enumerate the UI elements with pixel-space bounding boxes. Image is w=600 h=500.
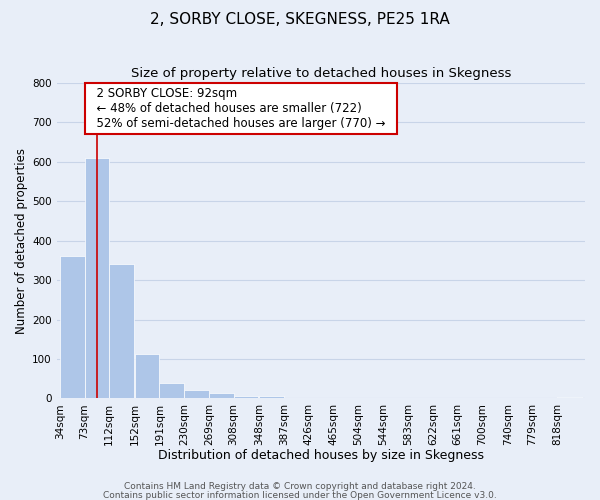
Y-axis label: Number of detached properties: Number of detached properties	[15, 148, 28, 334]
Text: Contains HM Land Registry data © Crown copyright and database right 2024.: Contains HM Land Registry data © Crown c…	[124, 482, 476, 491]
Bar	[557, 397, 582, 398]
Bar	[109, 264, 134, 398]
Bar	[160, 382, 184, 398]
Text: Contains public sector information licensed under the Open Government Licence v3: Contains public sector information licen…	[103, 490, 497, 500]
Text: 2, SORBY CLOSE, SKEGNESS, PE25 1RA: 2, SORBY CLOSE, SKEGNESS, PE25 1RA	[150, 12, 450, 28]
Bar	[184, 390, 209, 398]
Bar	[259, 396, 284, 398]
Text: 2 SORBY CLOSE: 92sqm  
  ← 48% of detached houses are smaller (722)  
  52% of s: 2 SORBY CLOSE: 92sqm ← 48% of detached h…	[89, 87, 393, 130]
Bar	[209, 393, 233, 398]
X-axis label: Distribution of detached houses by size in Skegness: Distribution of detached houses by size …	[158, 450, 484, 462]
Title: Size of property relative to detached houses in Skegness: Size of property relative to detached ho…	[131, 68, 511, 80]
Bar	[60, 256, 85, 398]
Bar	[233, 396, 259, 398]
Bar	[134, 354, 160, 399]
Bar	[85, 158, 109, 398]
